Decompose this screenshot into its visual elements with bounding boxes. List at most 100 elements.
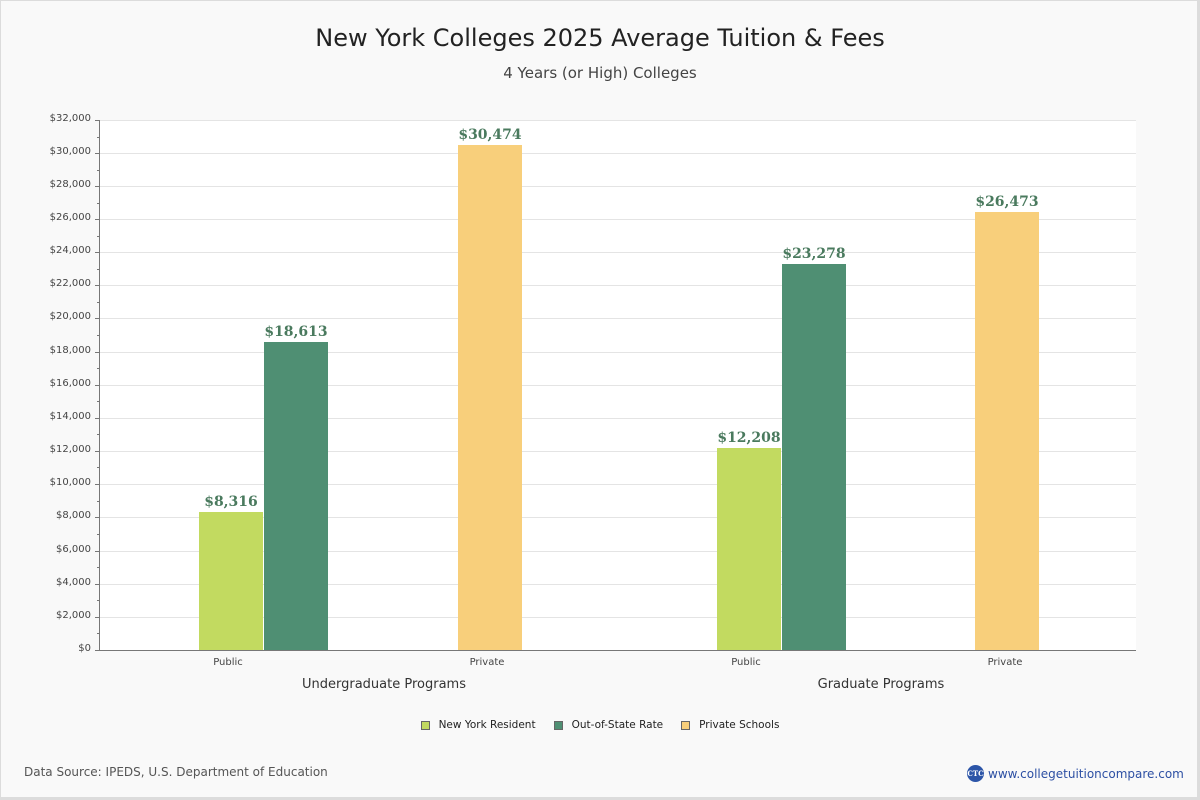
y-minor-tick bbox=[97, 600, 99, 601]
legend-item-resident[interactable]: New York Resident bbox=[420, 719, 536, 731]
y-minor-tick bbox=[97, 335, 99, 336]
y-tick bbox=[95, 517, 99, 518]
value-label: $8,316 bbox=[204, 494, 258, 510]
x-axis bbox=[99, 650, 1136, 651]
x-tick-label: Public bbox=[213, 657, 243, 668]
y-tick-label: $0 bbox=[78, 643, 91, 654]
y-minor-tick bbox=[97, 269, 99, 270]
legend-label: New York Resident bbox=[438, 719, 536, 731]
gridline bbox=[100, 517, 1136, 518]
y-tick-label: $6,000 bbox=[56, 544, 91, 555]
y-tick bbox=[95, 120, 99, 121]
y-tick bbox=[95, 484, 99, 485]
chart-title: New York Colleges 2025 Average Tuition &… bbox=[315, 24, 885, 52]
y-tick bbox=[95, 219, 99, 220]
gridline bbox=[100, 451, 1136, 452]
bar-ug-private[interactable] bbox=[458, 145, 522, 650]
value-label: $12,208 bbox=[717, 430, 781, 446]
y-tick-label: $14,000 bbox=[49, 411, 91, 422]
y-tick-label: $22,000 bbox=[49, 278, 91, 289]
gridline bbox=[100, 186, 1136, 187]
gridline bbox=[100, 153, 1136, 154]
chart-subtitle: 4 Years (or High) Colleges bbox=[503, 64, 697, 82]
y-minor-tick bbox=[97, 633, 99, 634]
y-tick bbox=[95, 285, 99, 286]
y-minor-tick bbox=[97, 368, 99, 369]
y-minor-tick bbox=[97, 501, 99, 502]
gridline bbox=[100, 484, 1136, 485]
brand-link[interactable]: CTC www.collegetuitioncompare.com bbox=[967, 765, 1184, 782]
bar-grad-public-resident[interactable] bbox=[717, 448, 781, 650]
y-minor-tick bbox=[97, 467, 99, 468]
y-tick-label: $32,000 bbox=[49, 113, 91, 124]
y-minor-tick bbox=[97, 567, 99, 568]
y-tick-label: $2,000 bbox=[56, 610, 91, 621]
y-axis bbox=[99, 120, 100, 651]
y-tick bbox=[95, 650, 99, 651]
y-tick-label: $16,000 bbox=[49, 378, 91, 389]
y-minor-tick bbox=[97, 203, 99, 204]
x-tick-label: Private bbox=[469, 657, 505, 668]
legend-item-private[interactable]: Private Schools bbox=[681, 719, 779, 731]
value-label: $30,474 bbox=[458, 127, 522, 143]
y-minor-tick bbox=[97, 401, 99, 402]
y-tick bbox=[95, 186, 99, 187]
legend-swatch-icon bbox=[681, 720, 691, 730]
y-tick bbox=[95, 352, 99, 353]
y-minor-tick bbox=[97, 434, 99, 435]
x-tick-label: Private bbox=[987, 657, 1023, 668]
y-tick-label: $24,000 bbox=[49, 245, 91, 256]
y-tick bbox=[95, 252, 99, 253]
y-minor-tick bbox=[97, 302, 99, 303]
gridline bbox=[100, 352, 1136, 353]
y-tick bbox=[95, 584, 99, 585]
gridline bbox=[100, 252, 1136, 253]
ctc-logo-icon: CTC bbox=[967, 765, 984, 782]
y-tick-label: $18,000 bbox=[49, 345, 91, 356]
y-tick bbox=[95, 418, 99, 419]
y-tick-label: $28,000 bbox=[49, 179, 91, 190]
gridline bbox=[100, 285, 1136, 286]
y-minor-tick bbox=[97, 137, 99, 138]
y-tick bbox=[95, 385, 99, 386]
gridline bbox=[100, 120, 1136, 121]
bar-ug-public-resident[interactable] bbox=[199, 512, 263, 650]
y-tick-label: $26,000 bbox=[49, 212, 91, 223]
y-minor-tick bbox=[97, 534, 99, 535]
y-tick bbox=[95, 617, 99, 618]
gridline bbox=[100, 418, 1136, 419]
gridline bbox=[100, 219, 1136, 220]
y-tick bbox=[95, 451, 99, 452]
legend-swatch-icon bbox=[420, 720, 430, 730]
value-label: $26,473 bbox=[975, 194, 1039, 210]
group-label-graduate: Graduate Programs bbox=[817, 677, 945, 692]
legend-label: Out-of-State Rate bbox=[571, 719, 664, 731]
value-label: $18,613 bbox=[264, 324, 328, 340]
legend-item-out-of-state[interactable]: Out-of-State Rate bbox=[553, 719, 664, 731]
legend-label: Private Schools bbox=[699, 719, 780, 731]
gridline bbox=[100, 318, 1136, 319]
value-label: $23,278 bbox=[782, 246, 846, 262]
bar-grad-private[interactable] bbox=[975, 212, 1039, 650]
gridline bbox=[100, 617, 1136, 618]
bar-grad-public-out-of-state[interactable] bbox=[782, 264, 846, 650]
y-minor-tick bbox=[97, 236, 99, 237]
legend: New York Resident Out-of-State Rate Priv… bbox=[0, 719, 1200, 731]
bar-ug-public-out-of-state[interactable] bbox=[264, 342, 328, 650]
y-tick-label: $12,000 bbox=[49, 444, 91, 455]
group-label-undergraduate: Undergraduate Programs bbox=[302, 677, 466, 692]
gridline bbox=[100, 551, 1136, 552]
y-tick bbox=[95, 318, 99, 319]
y-tick-label: $4,000 bbox=[56, 577, 91, 588]
gridline bbox=[100, 584, 1136, 585]
y-tick-label: $10,000 bbox=[49, 477, 91, 488]
brand-url: www.collegetuitioncompare.com bbox=[988, 766, 1184, 781]
y-tick bbox=[95, 551, 99, 552]
legend-swatch-icon bbox=[553, 720, 563, 730]
y-tick-label: $8,000 bbox=[56, 510, 91, 521]
gridline bbox=[100, 385, 1136, 386]
y-tick-label: $30,000 bbox=[49, 146, 91, 157]
x-tick-label: Public bbox=[731, 657, 761, 668]
y-minor-tick bbox=[97, 170, 99, 171]
